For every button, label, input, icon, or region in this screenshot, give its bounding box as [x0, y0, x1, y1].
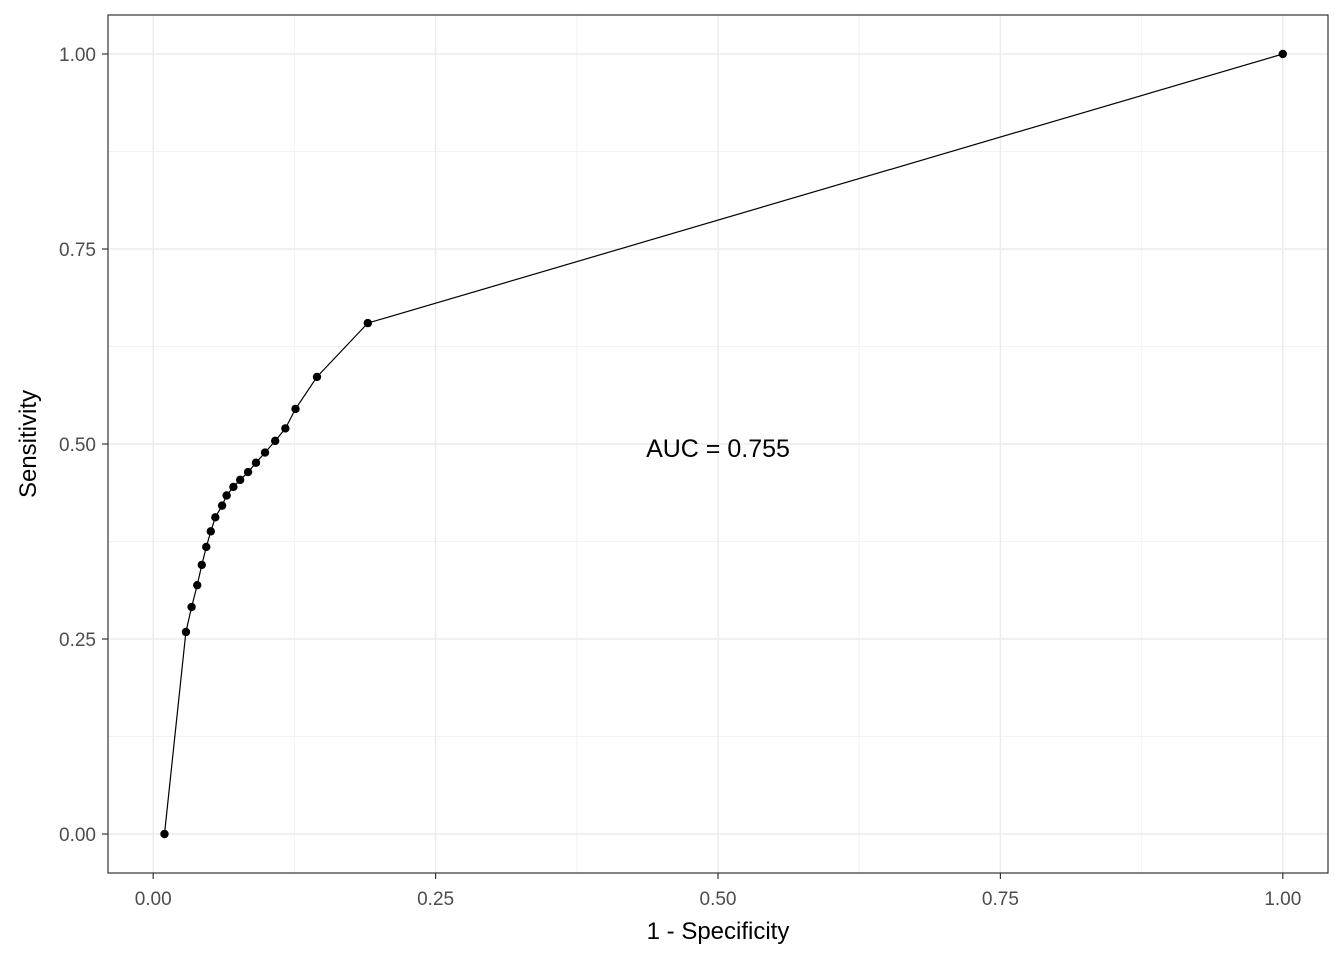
x-tick-label: 0.25	[417, 889, 454, 910]
roc-point	[235, 475, 245, 485]
roc-point	[197, 560, 206, 570]
roc-point	[187, 602, 196, 612]
roc-point	[193, 580, 202, 590]
roc-point	[270, 436, 280, 446]
roc-point	[222, 491, 231, 500]
roc-point	[202, 542, 211, 552]
roc-point	[211, 513, 220, 522]
y-tick-label: 0.25	[59, 630, 96, 651]
y-tick-label: 0.50	[59, 435, 96, 456]
roc-point	[363, 318, 373, 328]
roc-point	[243, 467, 253, 477]
x-axis-title: 1 - Specificity	[647, 918, 790, 945]
roc-point	[160, 829, 169, 839]
roc-point	[251, 458, 261, 467]
grid-major	[108, 15, 1328, 873]
x-tick-label: 0.75	[982, 889, 1019, 910]
x-axis: 0.00 0.25 0.50 0.75 1.00	[135, 873, 1301, 910]
roc-point	[181, 627, 191, 637]
roc-point	[229, 482, 238, 492]
y-tick-label: 0.00	[59, 825, 96, 846]
y-tick-label: 1.00	[59, 45, 96, 66]
x-tick-label: 1.00	[1264, 889, 1301, 910]
x-tick-label: 0.00	[135, 889, 172, 910]
roc-point	[1278, 49, 1288, 59]
auc-annotation: AUC = 0.755	[646, 435, 790, 463]
y-axis-title: Sensitivity	[15, 390, 42, 498]
y-tick-label: 0.75	[59, 240, 96, 261]
roc-point	[291, 404, 300, 414]
roc-point	[260, 448, 270, 457]
y-axis: 0.00 0.25 0.50 0.75 1.00	[59, 45, 108, 846]
x-tick-label: 0.50	[700, 889, 737, 910]
series-layer	[160, 49, 1288, 839]
roc-point	[281, 424, 290, 433]
roc-point	[217, 501, 227, 510]
roc-point	[206, 527, 215, 536]
roc-point	[312, 372, 322, 382]
